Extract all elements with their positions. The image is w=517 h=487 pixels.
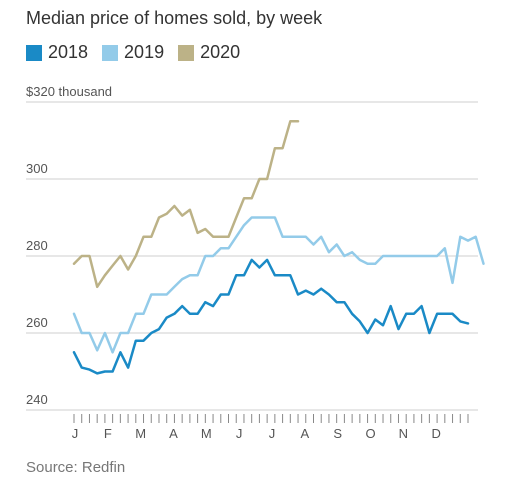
y-axis-top-label: $320 thousand bbox=[26, 84, 112, 99]
y-tick-label-280: 280 bbox=[26, 238, 48, 253]
x-month-label: A bbox=[300, 426, 309, 441]
x-month-label: M bbox=[135, 426, 146, 441]
legend-label-2018: 2018 bbox=[48, 42, 89, 62]
legend-label-2020: 2020 bbox=[200, 42, 241, 62]
chart-title: Median price of homes sold, by week bbox=[26, 8, 323, 28]
y-tick-label-240: 240 bbox=[26, 392, 48, 407]
x-month-label: J bbox=[236, 426, 243, 441]
series-line-2018 bbox=[72, 258, 470, 375]
legend-item-2020: 2020 bbox=[178, 42, 240, 63]
legend-item-2019: 2019 bbox=[102, 42, 164, 63]
legend-item-2018: 2018 bbox=[26, 42, 88, 63]
y-tick-label-260: 260 bbox=[26, 315, 48, 330]
x-month-label: N bbox=[399, 426, 408, 441]
x-month-label: O bbox=[365, 426, 375, 441]
x-month-label: M bbox=[201, 426, 212, 441]
legend: 2018 2019 2020 bbox=[26, 42, 240, 63]
x-month-label: F bbox=[104, 426, 112, 441]
x-month-label: J bbox=[72, 426, 79, 441]
source-note: Source: Redfin bbox=[26, 459, 126, 476]
x-month-label: J bbox=[269, 426, 276, 441]
x-month-label: A bbox=[169, 426, 178, 441]
legend-swatch-2019 bbox=[102, 44, 119, 61]
series-line-2020 bbox=[72, 120, 300, 289]
series-line-2019 bbox=[72, 216, 485, 354]
legend-swatch-2020 bbox=[178, 44, 195, 61]
x-month-label: D bbox=[431, 426, 440, 441]
legend-label-2019: 2019 bbox=[124, 42, 165, 62]
legend-swatch-2018 bbox=[26, 44, 42, 61]
y-tick-label-300: 300 bbox=[26, 161, 48, 176]
x-month-label: S bbox=[333, 426, 342, 441]
